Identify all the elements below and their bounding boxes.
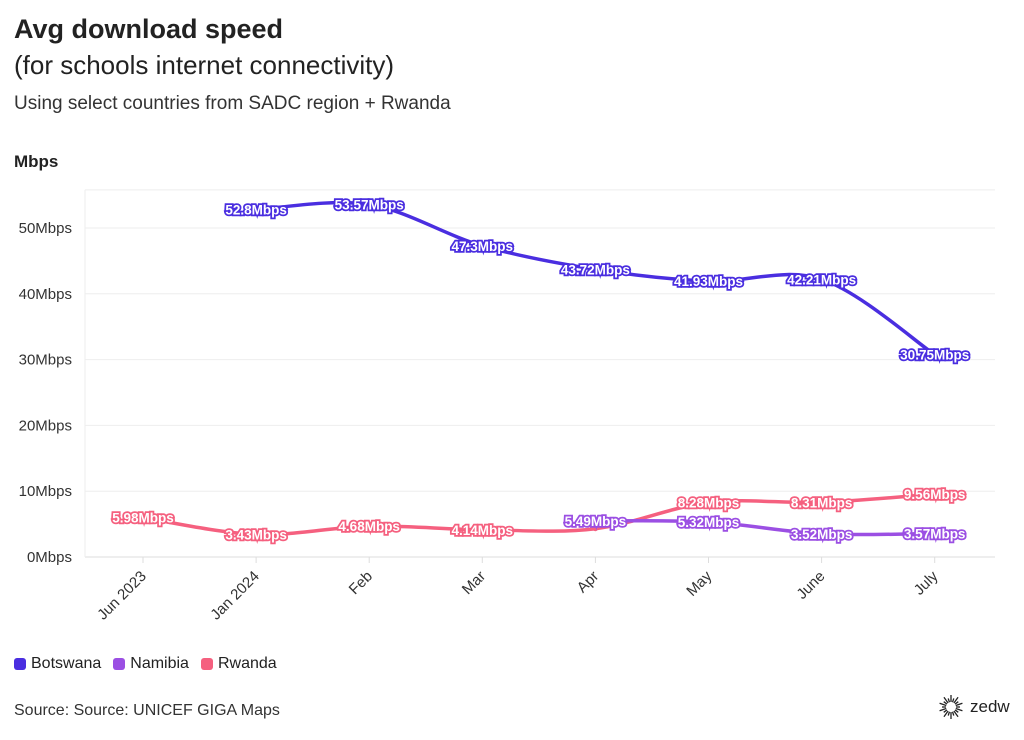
data-label-text: 4.68Mbps: [338, 519, 400, 534]
data-label: 3.57Mbps: [902, 525, 967, 544]
y-tick-label: 50Mbps: [19, 220, 72, 237]
data-label: 43.72Mbps: [559, 261, 632, 280]
data-point: [366, 523, 372, 529]
data-point: [706, 519, 711, 525]
y-tick-label: 0Mbps: [27, 549, 72, 566]
data-label-text: 3.43Mbps: [225, 527, 287, 542]
data-label-text: 3.52Mbps: [791, 527, 853, 542]
data-label-text: 5.98Mbps: [112, 511, 174, 526]
data-label-text: 5.49Mbps: [565, 514, 627, 529]
sunburst-logo-icon: [939, 695, 963, 719]
data-point: [592, 518, 598, 524]
data-label-text: 52.8Mbps: [225, 203, 287, 218]
y-tick-label: 10Mbps: [19, 483, 72, 500]
data-label: 5.49Mbps: [563, 512, 628, 531]
data-label: 53.57Mbps: [333, 196, 406, 215]
data-label-text: 5.32Mbps: [678, 515, 740, 530]
data-point: [479, 243, 485, 249]
data-label-text: 3.57Mbps: [904, 527, 966, 542]
data-label: 8.28Mbps: [676, 494, 741, 513]
data-point: [253, 531, 259, 537]
series-line-namibia: [593, 518, 937, 537]
x-tick-label: June: [793, 568, 828, 603]
series-line-rwanda: [141, 492, 937, 537]
legend-swatch: [113, 658, 126, 670]
data-label-text: 4.14Mbps: [452, 523, 514, 538]
y-tick-label: 40Mbps: [19, 286, 72, 303]
data-label-text: 43.72Mbps: [561, 262, 630, 277]
data-point: [140, 515, 146, 521]
data-point: [706, 278, 711, 284]
data-point: [366, 202, 372, 208]
data-point: [819, 531, 825, 537]
data-label: 52.8Mbps: [224, 201, 289, 220]
data-point: [932, 531, 938, 537]
source-note: Source: Source: UNICEF GIGA Maps: [14, 702, 280, 719]
data-label-text: 47.3Mbps: [452, 239, 514, 254]
legend-swatch: [200, 658, 213, 670]
data-label-text: 53.57Mbps: [335, 198, 404, 213]
data-label-text: 30.75Mbps: [900, 348, 969, 363]
x-tick-label: Feb: [346, 568, 376, 598]
data-point: [932, 491, 938, 497]
data-label: 5.98Mbps: [110, 509, 175, 528]
data-point: [932, 352, 938, 358]
data-label-text: 41.93Mbps: [674, 274, 743, 289]
x-tick-label: Apr: [574, 568, 603, 597]
data-label: 5.32Mbps: [676, 513, 741, 532]
y-axis-label: Mbps: [14, 152, 59, 171]
x-tick-label: July: [911, 567, 942, 598]
legend-label: Rwanda: [217, 655, 277, 672]
data-point: [592, 266, 598, 272]
legend: Botswana Namibia Rwanda: [14, 655, 277, 673]
data-label-text: 42.21Mbps: [787, 272, 856, 287]
legend-swatch: [14, 658, 26, 670]
data-label-text: 8.31Mbps: [791, 495, 853, 510]
data-label: 4.14Mbps: [450, 521, 515, 540]
chart-title-line2: (for schools internet connectivity): [14, 50, 395, 80]
data-label: 42.21Mbps: [785, 271, 858, 290]
data-point: [479, 527, 485, 533]
legend-label: Namibia: [130, 655, 189, 672]
data-point: [706, 500, 711, 506]
data-label: 8.31Mbps: [789, 494, 854, 513]
logo: zedw: [938, 694, 1010, 720]
y-tick-label: 30Mbps: [19, 352, 72, 369]
data-label: 3.52Mbps: [789, 525, 854, 544]
data-label: 41.93Mbps: [672, 272, 745, 291]
data-label: 9.56Mbps: [902, 485, 967, 504]
data-label: 3.43Mbps: [224, 526, 289, 545]
data-label: 30.75Mbps: [898, 346, 971, 365]
data-label: 4.68Mbps: [337, 517, 402, 536]
legend-item-namibia: Namibia: [113, 655, 189, 673]
legend-item-botswana: Botswana: [14, 655, 101, 673]
chart-subtitle: Using select countries from SADC region …: [14, 93, 451, 114]
x-tick-label: Jan 2024: [207, 568, 263, 624]
data-point: [819, 499, 825, 505]
data-label: 47.3Mbps: [450, 237, 515, 256]
legend-item-rwanda: Rwanda: [200, 655, 277, 673]
data-point: [253, 207, 259, 213]
x-tick-label: Jun 2023: [94, 568, 150, 624]
data-label-text: 8.28Mbps: [678, 496, 740, 511]
chart-title: Avg download speed: [14, 14, 284, 44]
y-tick-label: 20Mbps: [19, 417, 72, 434]
logo-text: zedw: [970, 697, 1010, 716]
data-point: [819, 276, 825, 282]
x-tick-label: May: [683, 567, 715, 599]
line-chart: 0Mbps 10Mbps 20Mbps 30Mbps 40Mbps 50Mbps Jun 2…: [19, 189, 995, 624]
legend-label: Botswana: [31, 655, 102, 672]
data-point: [592, 526, 598, 532]
data-label-text: 9.56Mbps: [904, 487, 966, 502]
x-tick-label: Mar: [459, 568, 489, 598]
